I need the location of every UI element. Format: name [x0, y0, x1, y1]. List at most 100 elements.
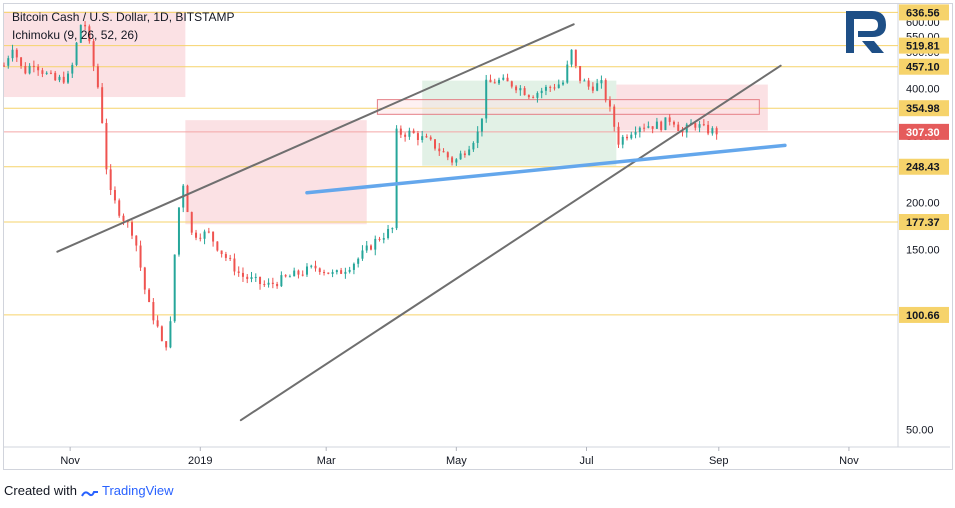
- candle-body: [374, 238, 377, 250]
- resistance-zone: [376, 99, 760, 115]
- candle-body: [506, 77, 509, 82]
- candle-body: [510, 81, 513, 87]
- level-tag-5: [899, 214, 949, 231]
- candle-body: [246, 276, 249, 279]
- candle-body: [15, 49, 18, 58]
- candle-body: [626, 136, 629, 139]
- candle-body: [365, 245, 368, 251]
- x-tick-label: Mar: [317, 455, 336, 467]
- candle-body: [536, 93, 539, 98]
- level-tag-label: 177.37: [906, 217, 940, 229]
- candle-body: [71, 64, 74, 74]
- candle-body: [664, 117, 667, 131]
- candle-body: [404, 134, 407, 137]
- candle-body: [75, 42, 78, 65]
- x-tick-label: Sep: [709, 455, 729, 467]
- candle-body: [101, 87, 104, 123]
- candle-body: [105, 122, 108, 170]
- candle-body: [207, 231, 210, 233]
- candle-body: [20, 57, 23, 66]
- candle-body: [476, 131, 479, 143]
- candle-body: [608, 100, 611, 107]
- candle-body: [148, 289, 151, 303]
- candle-body: [88, 26, 91, 42]
- candle-body: [412, 130, 415, 134]
- level-tag-label: 636.56: [906, 7, 940, 19]
- candle-body: [131, 222, 134, 236]
- candle-body: [220, 250, 223, 255]
- level-tag-label: 354.98: [906, 103, 940, 115]
- candle-body: [455, 159, 458, 163]
- candle-body: [28, 65, 31, 74]
- candle-body: [318, 268, 321, 273]
- candle-body: [459, 153, 462, 160]
- candle-body: [216, 241, 219, 251]
- candle-body: [387, 228, 390, 239]
- candle-body: [54, 72, 57, 81]
- candle-body: [177, 207, 180, 255]
- candle-body: [186, 185, 189, 213]
- brand-logo: [846, 11, 886, 53]
- level-tag-label: 519.81: [906, 41, 940, 53]
- candle-body: [233, 258, 236, 272]
- candle-body: [139, 245, 142, 268]
- candle-body: [544, 86, 547, 91]
- candle-body: [84, 24, 87, 27]
- candle-body: [323, 272, 326, 274]
- x-tick-label: May: [446, 455, 467, 467]
- chart-canvas[interactable]: 50.00100.00150.00200.00250.00300.00350.0…: [0, 0, 955, 475]
- candle-body: [49, 72, 52, 74]
- candle-body: [92, 41, 95, 67]
- candle-body: [267, 282, 270, 285]
- candle-body: [237, 271, 240, 273]
- candle-body: [702, 124, 705, 126]
- candle-body: [498, 79, 501, 84]
- candle-body: [485, 79, 488, 119]
- trendline-support: [305, 143, 787, 195]
- candle-body: [468, 149, 471, 156]
- indicator-label: Ichimoku (9, 26, 52, 26): [12, 28, 139, 42]
- candle-body: [41, 70, 44, 74]
- candle-body: [591, 86, 594, 91]
- candle-body: [109, 169, 112, 191]
- candle-body: [677, 124, 680, 131]
- candle-body: [442, 151, 445, 153]
- candle-body: [493, 82, 496, 84]
- candle-body: [480, 118, 483, 132]
- candle-body: [451, 157, 454, 163]
- level-tag-4: [899, 158, 949, 175]
- ichimoku-cloud-bull-0: [422, 80, 617, 166]
- chart-title: Bitcoin Cash / U.S. Dollar, 1D, BITSTAMP: [12, 10, 235, 24]
- candle-body: [391, 228, 394, 230]
- candle-body: [361, 250, 364, 259]
- candle-body: [45, 72, 48, 74]
- candle-body: [288, 276, 291, 278]
- candle-body: [11, 49, 14, 59]
- candle-body: [523, 88, 526, 96]
- candle-body: [583, 80, 586, 82]
- candle-body: [463, 153, 466, 156]
- candle-body: [335, 270, 338, 273]
- candle-body: [369, 245, 372, 250]
- footer-brand-link[interactable]: TradingView: [102, 483, 174, 498]
- candle-body: [596, 83, 599, 91]
- candle-body: [660, 121, 663, 131]
- candle-body: [259, 276, 262, 285]
- level-tag-label: 100.66: [906, 310, 940, 322]
- candle-body: [489, 79, 492, 83]
- candle-body: [212, 231, 215, 242]
- candle-body: [715, 128, 718, 135]
- candle-body: [62, 76, 65, 83]
- footer-created-with: Created with: [4, 483, 77, 498]
- candle-body: [203, 231, 206, 239]
- candle-body: [446, 152, 449, 158]
- candle-body: [502, 77, 505, 80]
- y-tick-label: 50.00: [906, 425, 934, 437]
- candle-body: [344, 271, 347, 274]
- candle-body: [638, 127, 641, 132]
- candle-body: [408, 130, 411, 137]
- candle-body: [519, 88, 522, 91]
- candle-body: [190, 212, 193, 233]
- candle-body: [600, 80, 603, 84]
- candle-body: [224, 254, 227, 258]
